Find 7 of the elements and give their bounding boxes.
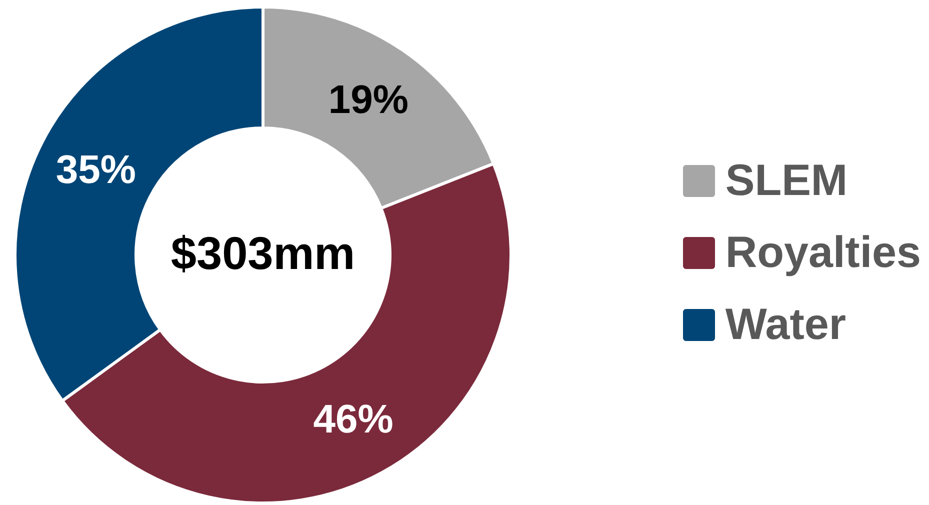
- data-label: 46%: [313, 397, 394, 442]
- legend-label: Water: [725, 300, 846, 350]
- legend-label: SLEM: [725, 156, 848, 206]
- data-label: 35%: [56, 148, 136, 192]
- text: $303mm: [170, 226, 356, 281]
- legend-label: Royalties: [725, 228, 921, 278]
- data-label: 19%: [328, 78, 408, 122]
